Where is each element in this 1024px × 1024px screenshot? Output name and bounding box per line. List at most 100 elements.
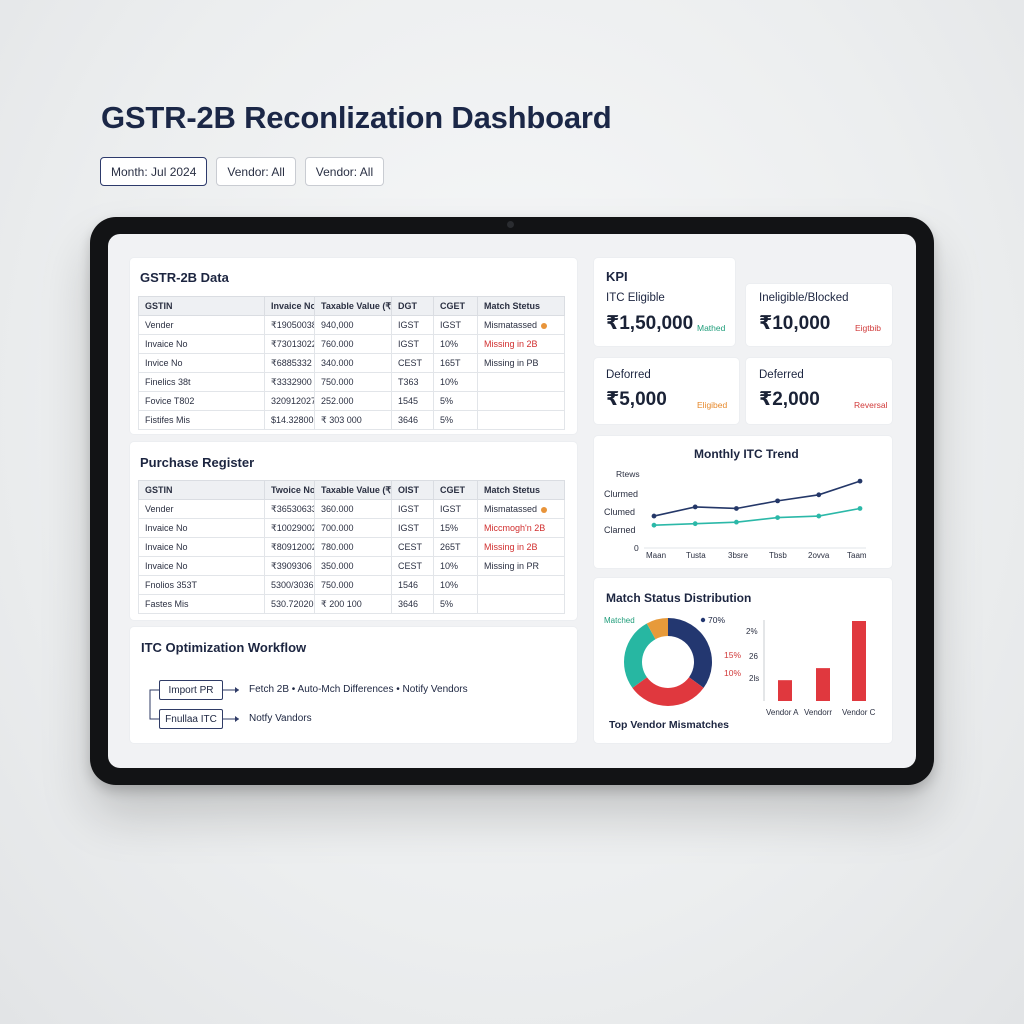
page-title: GSTR-2B Reconlization Dashboard bbox=[101, 100, 612, 135]
filter-bar: Month: Jul 2024 Vendor: All Vendor: All bbox=[100, 157, 385, 186]
kpi-value: ₹5,000 bbox=[606, 389, 667, 410]
trend-point bbox=[734, 519, 739, 525]
cell: 10% bbox=[433, 556, 478, 576]
vendor-bar[interactable] bbox=[816, 668, 830, 701]
cell: ₹ 303 000 bbox=[314, 410, 392, 430]
column-header[interactable]: GSTIN bbox=[138, 480, 265, 500]
column-header[interactable]: Taxable Value (₹) bbox=[314, 296, 392, 316]
kpi-tile-1[interactable] bbox=[594, 258, 735, 346]
cell: 340.000 bbox=[314, 353, 392, 373]
column-header[interactable]: CGET bbox=[433, 296, 478, 316]
cell: IGST bbox=[433, 315, 478, 335]
cell: Fistifes Mis bbox=[138, 410, 265, 430]
kpi-tile-2[interactable] bbox=[746, 284, 892, 346]
status-cell bbox=[477, 410, 565, 430]
cell: Vender bbox=[138, 315, 265, 335]
donut-slice[interactable] bbox=[668, 618, 712, 688]
vendor-bar[interactable] bbox=[778, 680, 792, 701]
cell: 1546 bbox=[391, 575, 434, 595]
trend-series-line bbox=[653, 480, 861, 517]
cell: Fovice T802 bbox=[138, 391, 265, 411]
cell: 1545 bbox=[391, 391, 434, 411]
notify-vendors-text: Notfy Vandors bbox=[249, 713, 312, 724]
column-header[interactable]: DGT bbox=[391, 296, 434, 316]
workflow-connectors bbox=[149, 687, 239, 722]
table-row[interactable]: Fovice T802 32091​2027 252.000 1545 5% bbox=[138, 391, 565, 411]
warning-dot-icon bbox=[541, 322, 548, 329]
kpi-label: Deferred bbox=[759, 369, 804, 381]
table-row[interactable]: Fistifes Mis $14.328005 ₹ 303 000 3646 5% bbox=[138, 410, 565, 430]
table-row[interactable]: Invaice No ₹10029002 700.000 IGST 15% Miccmog… bbox=[138, 518, 565, 538]
cell: Vender bbox=[138, 499, 265, 519]
cell: 32091​2027 bbox=[264, 391, 315, 411]
table-row[interactable]: Vender ₹36530633 360.000 IGST IGST Mismatasse… bbox=[138, 499, 565, 519]
column-header[interactable]: Match Stetus bbox=[477, 480, 565, 500]
trend-month-label: Tusta bbox=[686, 551, 706, 560]
status-text: Mismatassed bbox=[484, 504, 538, 514]
table-row[interactable]: Fastes Mis 530.720205 ₹ 200 100 3646 5% bbox=[138, 594, 565, 614]
donut-slice[interactable] bbox=[646, 618, 668, 640]
table-row[interactable]: Finelics 38t ₹3332900 750.000 T363 10% bbox=[138, 372, 565, 392]
match-status-card: Match Status Distribution Matched 70% 15… bbox=[594, 578, 892, 743]
bar-category: Vendor A bbox=[766, 708, 799, 717]
table-row[interactable]: Invice No ₹6885332 340.000 CEST 165T Missing … bbox=[138, 353, 565, 373]
donut-pct: 10% bbox=[724, 668, 741, 678]
status-cell: Missing in PB bbox=[477, 353, 565, 373]
kpi-tile-4[interactable] bbox=[746, 358, 892, 424]
tablet-frame: GSTR-2B Data GSTIN Invaice No Taxable Va… bbox=[90, 217, 934, 785]
status-cell bbox=[477, 372, 565, 392]
donut-slice[interactable] bbox=[632, 677, 704, 706]
cell: IGST bbox=[391, 334, 434, 354]
cell: ₹10029002 bbox=[264, 518, 315, 538]
trend-series-line bbox=[653, 507, 861, 526]
column-header[interactable]: CGET bbox=[433, 480, 478, 500]
cell: T363 bbox=[391, 372, 434, 392]
cell: IGST bbox=[391, 499, 434, 519]
table-row[interactable]: Vender ₹19050038 940,000 IGST IGST Mismatasse… bbox=[138, 315, 565, 335]
cell: Invaice No bbox=[138, 556, 265, 576]
column-header[interactable]: Match Stetus bbox=[477, 296, 565, 316]
table-row[interactable]: Invaice No ₹80912002 780.000 CEST 265T Missin… bbox=[138, 537, 565, 557]
vendor-bar[interactable] bbox=[852, 621, 866, 701]
cell: Finelics 38t bbox=[138, 372, 265, 392]
trend-month-label: Maan bbox=[646, 551, 666, 560]
import-pr-step[interactable]: Import PR bbox=[159, 680, 223, 700]
table-row[interactable]: Invaice No ₹3909306 350.000 CEST 10% Missing … bbox=[138, 556, 565, 576]
cell: $14.328005 bbox=[264, 410, 315, 430]
cell: ₹7301302​2 bbox=[264, 334, 315, 354]
cell: 10% bbox=[433, 372, 478, 392]
warning-dot-icon bbox=[541, 506, 548, 513]
trend-legend: Clarned bbox=[604, 525, 636, 535]
cell: 350.000 bbox=[314, 556, 392, 576]
column-header[interactable]: Invaice No bbox=[264, 296, 315, 316]
vendor-filter[interactable]: Vendor: All bbox=[216, 157, 296, 186]
trend-point bbox=[816, 492, 822, 498]
table-row[interactable]: Fnolios 353T 5300/3036 750.000 1546 10% bbox=[138, 575, 565, 595]
workflow-card: ITC Optimization Workflow Import PR Fnul… bbox=[130, 627, 577, 743]
cell: 750.000 bbox=[314, 575, 392, 595]
column-header[interactable]: OIST bbox=[391, 480, 434, 500]
table-row[interactable]: Invaice No ₹7301302​2 760.000 IGST 10% Missin… bbox=[138, 334, 565, 354]
cell: 3646 bbox=[391, 410, 434, 430]
trend-y-zero: 0 bbox=[634, 543, 639, 553]
trend-legend: Clurmed bbox=[604, 489, 638, 499]
table-header: GSTIN Invaice No Taxable Value (₹) DGT C… bbox=[138, 296, 565, 316]
cell: ₹3332900 bbox=[264, 372, 315, 392]
purchase-register-title: Purchase Register bbox=[140, 455, 255, 470]
column-header[interactable]: Taxable Value (₹) bbox=[314, 480, 392, 500]
gstr2b-title: GSTR-2B Data bbox=[140, 270, 229, 285]
status-text: Mismatassed bbox=[484, 320, 538, 330]
finalize-itc-step[interactable]: Fnullaa ITC bbox=[159, 709, 223, 729]
kpi-tile-3[interactable] bbox=[594, 358, 739, 424]
cell: Fastes Mis bbox=[138, 594, 265, 614]
cell: Invaice No bbox=[138, 518, 265, 538]
donut-slice[interactable] bbox=[624, 623, 656, 688]
month-filter[interactable]: Month: Jul 2024 bbox=[100, 157, 208, 186]
vendor-filter-2[interactable]: Vendor: All bbox=[304, 157, 385, 186]
column-header[interactable]: Twoice No bbox=[264, 480, 315, 500]
cell: ₹6885332 bbox=[264, 353, 315, 373]
bar-category: Vendorr bbox=[804, 708, 832, 717]
column-header[interactable]: GSTIN bbox=[138, 296, 265, 316]
bar-category: Vendor C bbox=[842, 708, 876, 717]
trend-month-label: Tbsb bbox=[769, 551, 787, 560]
